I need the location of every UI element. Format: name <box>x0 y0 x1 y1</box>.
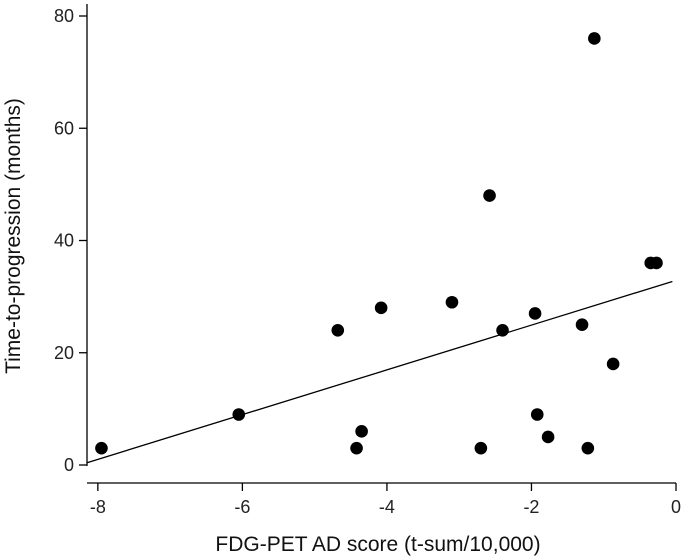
data-point <box>541 430 555 444</box>
data-point <box>588 32 601 45</box>
data-point <box>496 324 509 337</box>
data-point <box>530 408 544 421</box>
data-point <box>374 301 388 315</box>
y-tick-label: 40 <box>54 231 74 251</box>
y-tick-label: 20 <box>54 343 74 363</box>
data-point <box>483 189 496 202</box>
data-point <box>650 256 663 270</box>
data-point <box>528 307 542 320</box>
x-tick-label: -6 <box>234 497 250 517</box>
data-point <box>606 357 620 371</box>
x-tick-label: -2 <box>523 497 539 517</box>
y-tick-label: 80 <box>54 6 74 26</box>
y-tick-label: 60 <box>54 118 74 138</box>
x-tick-label: -8 <box>90 497 106 517</box>
data-point <box>350 441 363 455</box>
x-axis-label: FDG-PET AD score (t-sum/10,000) <box>215 533 540 556</box>
x-axis: -8 -6 -4 -2 0 FDG-PET AD score (t-sum/10,000… <box>87 482 681 556</box>
data-point <box>581 441 595 455</box>
data-points <box>95 32 663 455</box>
data-point <box>575 318 589 331</box>
regression-line <box>86 280 673 464</box>
y-axis: 0 20 40 60 80 Time-to-progression (months) <box>2 4 88 475</box>
data-point <box>445 295 459 309</box>
data-point <box>355 425 368 438</box>
x-tick-label: 0 <box>671 497 681 517</box>
y-tick-label: 0 <box>64 455 74 475</box>
data-point <box>331 324 345 337</box>
y-axis-label: Time-to-progression (months) <box>2 98 25 374</box>
data-point <box>232 408 246 421</box>
data-point <box>474 441 488 455</box>
x-tick-label: -4 <box>379 497 395 517</box>
data-point <box>95 441 108 455</box>
